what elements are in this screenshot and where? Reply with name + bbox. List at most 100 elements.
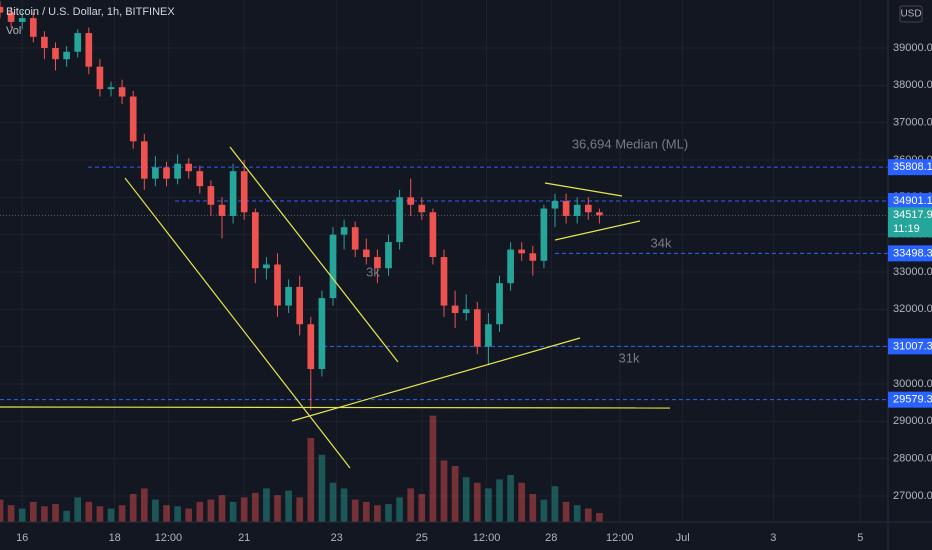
candle-body <box>418 204 426 213</box>
candle-body <box>518 249 526 254</box>
volume-bar <box>163 505 170 522</box>
volume-bar <box>218 495 226 522</box>
volume-bar <box>0 499 4 522</box>
candle-body <box>296 286 304 325</box>
volume-bar <box>129 494 137 522</box>
candle-body <box>562 201 570 216</box>
y-tick-label: 39000.0 <box>893 42 932 54</box>
trend-line <box>544 182 623 197</box>
candle-body <box>362 249 370 258</box>
y-tick-label: 37000.0 <box>893 117 932 129</box>
candle-body <box>152 167 159 179</box>
candle-body <box>96 66 104 90</box>
volume-layer <box>0 415 603 522</box>
candle-body <box>429 212 437 258</box>
candle-body <box>374 257 381 269</box>
x-tick-label: 23 <box>331 532 343 544</box>
y-tick-label: 27000.0 <box>893 490 932 502</box>
candle-body <box>196 171 204 187</box>
candle-body <box>473 309 481 347</box>
volume-bar <box>318 454 326 522</box>
candle-body <box>440 257 448 306</box>
currency[interactable]: USD <box>900 9 921 20</box>
level-label-box <box>888 338 932 355</box>
candle-body <box>218 204 226 216</box>
volume-bar <box>107 508 115 522</box>
level-label: 29579.3 <box>893 394 932 406</box>
candle-body <box>496 283 503 325</box>
volume-bar <box>152 499 159 522</box>
volume-bar <box>496 479 503 522</box>
volume-bar <box>41 506 48 522</box>
volume-bar <box>485 488 492 522</box>
volume-bar <box>7 505 15 522</box>
volume-bar <box>540 499 548 522</box>
volume-label: Vol <box>6 25 21 37</box>
volume-bar <box>462 477 470 522</box>
currency-box[interactable] <box>899 5 923 23</box>
y-tick-label: 28000.0 <box>893 453 932 465</box>
candle-body <box>596 212 603 216</box>
candle-body <box>407 197 415 205</box>
x-tick-label: 12:00 <box>606 532 634 544</box>
candle-body <box>529 253 537 261</box>
volume-bar <box>418 494 426 522</box>
volume-bar <box>174 506 181 522</box>
volume-bar <box>473 482 481 522</box>
candle-body <box>584 204 592 213</box>
y-tick-label: 33000.0 <box>893 266 932 278</box>
y-tick-label: 30000.0 <box>893 378 932 390</box>
level-label: 33498.3 <box>893 247 932 259</box>
volume-bar <box>429 415 437 522</box>
candle-body <box>85 33 93 67</box>
candle-body <box>229 171 237 216</box>
candle-body <box>340 227 348 235</box>
candle-body <box>396 197 403 243</box>
volume-bar <box>207 499 215 522</box>
volume-bar <box>74 497 82 522</box>
x-tick-label: 18 <box>109 532 121 544</box>
candle-body <box>207 186 215 205</box>
volume-bar <box>263 488 270 522</box>
volume-bar <box>229 501 237 522</box>
candle-body <box>41 36 48 49</box>
volume-bar <box>274 495 281 522</box>
candle-body <box>251 212 259 269</box>
candle-body <box>573 204 581 216</box>
volume-bar <box>29 501 37 522</box>
volume-bar <box>196 501 204 522</box>
volume-bar <box>63 510 70 522</box>
volume-bar <box>396 497 403 522</box>
x-tick-label: Jul <box>676 532 690 544</box>
candle-body <box>29 18 37 37</box>
volume-bar <box>584 508 592 522</box>
candle-body <box>385 242 392 269</box>
volume-bar <box>52 504 59 522</box>
level-label: 34901.1 <box>893 195 932 207</box>
trend-line <box>0 406 671 409</box>
candle-body <box>285 286 292 306</box>
level-label-box <box>888 391 932 408</box>
volume-bar <box>140 488 148 522</box>
candle-body <box>485 324 492 347</box>
level-label-box <box>888 193 932 210</box>
candle-body <box>307 324 315 370</box>
trend-line <box>124 177 351 469</box>
volume-bar <box>85 501 93 522</box>
level-label: 31007.3 <box>893 340 932 352</box>
x-tick-label: 28 <box>545 532 557 544</box>
annotation: 3k <box>366 264 380 279</box>
candle-body <box>540 208 548 261</box>
candle-body <box>107 87 115 90</box>
candle-body <box>63 51 70 60</box>
volume-bar <box>296 497 304 522</box>
volume-bar <box>529 494 537 522</box>
volume-bar <box>351 499 359 522</box>
candle-body <box>263 264 270 269</box>
trend-line <box>229 146 399 363</box>
y-tick-label: 29000.0 <box>893 415 932 427</box>
level-label-box <box>888 159 932 176</box>
candle-body <box>318 298 326 370</box>
